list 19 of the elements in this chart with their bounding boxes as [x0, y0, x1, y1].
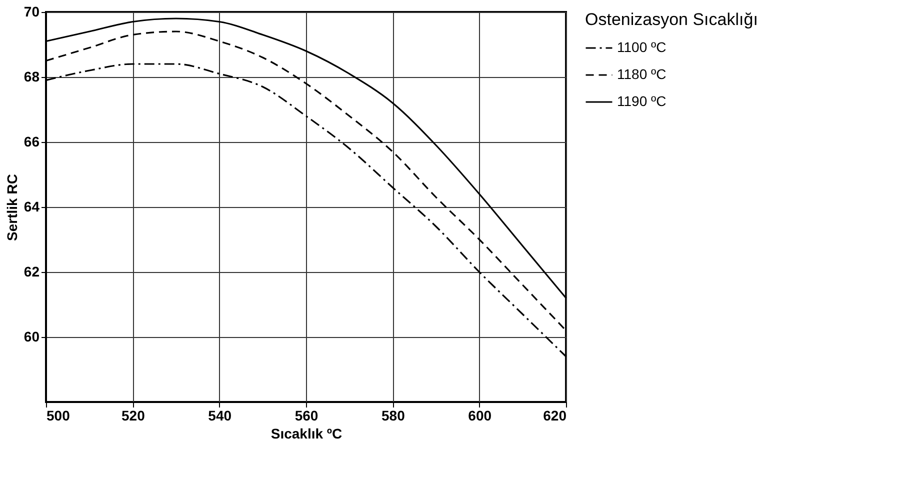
y-tick-label: 68	[24, 68, 40, 84]
y-tick-label: 62	[24, 264, 40, 280]
x-tick-label: 580	[381, 408, 406, 424]
x-tick-label: 620	[543, 408, 567, 424]
legend-label: 1190 ºC	[617, 93, 666, 109]
x-axis-title: Sıcaklık ºC	[270, 426, 342, 442]
y-tick-label: 66	[24, 134, 40, 150]
x-tick-label: 520	[121, 408, 146, 424]
y-axis-title: Sertlik RC	[4, 174, 20, 241]
x-tick-label: 600	[468, 408, 492, 424]
x-tick-label: 500	[46, 408, 70, 424]
x-tick-label: 540	[208, 408, 232, 424]
y-tick-label: 64	[24, 198, 40, 214]
legend-label: 1100 ºC	[617, 39, 666, 55]
x-tick-label: 560	[294, 408, 318, 424]
legend-title: Ostenizasyon Sıcaklığı	[585, 10, 758, 29]
legend-label: 1180 ºC	[617, 66, 666, 82]
y-tick-label: 70	[24, 4, 40, 20]
y-tick-label: 60	[24, 328, 40, 344]
